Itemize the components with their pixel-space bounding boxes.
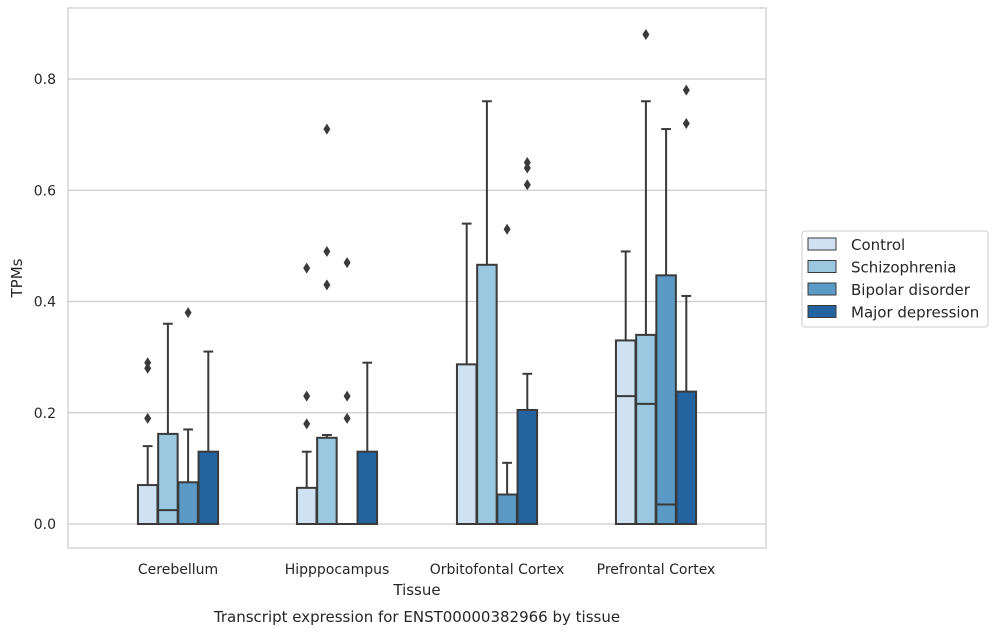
chart-caption: Transcript expression for ENST0000038296… — [213, 608, 620, 626]
y-axis-ticks: 0.0 0.2 0.4 0.6 0.8 — [34, 72, 56, 533]
box-body — [675, 390, 698, 525]
box-schizophrenia — [635, 29, 657, 525]
outlier-point — [523, 179, 531, 191]
y-tick-label: 0.4 — [34, 295, 56, 311]
outlier-point — [343, 412, 351, 424]
x-tick-label: Hipppocampus — [285, 562, 390, 578]
x-axis-ticks: Cerebellum Hipppocampus Orbitofontal Corte… — [138, 562, 715, 578]
legend-swatch — [807, 305, 837, 318]
box-major-depression — [356, 361, 379, 525]
legend-swatch — [807, 282, 837, 296]
outlier-point — [523, 162, 531, 174]
y-tick-label: 0.6 — [34, 183, 56, 199]
box-body — [316, 436, 338, 525]
box-control — [614, 250, 637, 525]
outlier-point — [303, 418, 311, 430]
box-body — [136, 484, 159, 525]
outlier-point — [642, 29, 650, 40]
box-body — [496, 493, 518, 525]
outlier-point — [144, 412, 152, 424]
legend-label: Bipolar disorder — [851, 281, 971, 299]
legend-label: Control — [851, 236, 905, 254]
box-major-depression — [516, 156, 539, 525]
box-body — [157, 432, 179, 526]
legend-label: Schizophrenia — [851, 259, 956, 277]
box-schizophrenia — [476, 100, 498, 525]
box-bipolar-disorder — [337, 257, 357, 525]
legend-label: Major depression — [851, 304, 979, 322]
box-body — [635, 333, 657, 525]
y-tick-label: 0.0 — [34, 517, 56, 533]
box-major-depression — [197, 350, 220, 525]
outlier-point — [682, 118, 690, 129]
outlier-point — [303, 262, 311, 274]
y-axis-label: TPMs — [8, 258, 26, 298]
legend: Control Schizophrenia Bipolar disorder Majo… — [801, 230, 989, 328]
legend-swatch — [807, 237, 837, 251]
outlier-point — [323, 279, 331, 291]
outlier-point — [523, 156, 531, 168]
legend-frame — [801, 230, 989, 328]
outlier-point — [144, 362, 152, 374]
x-tick-label: Cerebellum — [138, 562, 218, 578]
outlier-point — [323, 245, 331, 257]
legend-swatch — [807, 260, 837, 273]
box-major-depression — [675, 84, 698, 525]
box-body — [516, 408, 539, 525]
outlier-point — [682, 84, 690, 96]
x-tick-label: Prefrontal Cortex — [597, 562, 716, 578]
box-body — [197, 450, 220, 525]
box-body — [356, 450, 379, 525]
box-schizophrenia — [316, 123, 338, 525]
box-body — [177, 481, 199, 525]
outlier-point — [343, 257, 351, 269]
outlier-point — [144, 357, 152, 369]
outlier-point — [303, 390, 311, 402]
box-body — [614, 339, 637, 525]
box-body — [295, 486, 318, 525]
x-tick-label: Orbitofontal Cortex — [430, 562, 565, 578]
box-bipolar-disorder — [655, 128, 677, 526]
outlier-point — [323, 123, 331, 135]
outlier-point — [503, 223, 511, 235]
box-groups — [136, 29, 698, 526]
outlier-point — [343, 390, 351, 402]
box-schizophrenia — [157, 322, 179, 526]
y-tick-label: 0.2 — [34, 406, 56, 422]
x-axis-label: Tissue — [392, 581, 440, 599]
box-body — [455, 363, 478, 526]
box-body — [655, 274, 677, 526]
box-body — [476, 263, 498, 525]
outlier-point — [184, 307, 192, 319]
y-tick-label: 0.8 — [34, 72, 56, 88]
